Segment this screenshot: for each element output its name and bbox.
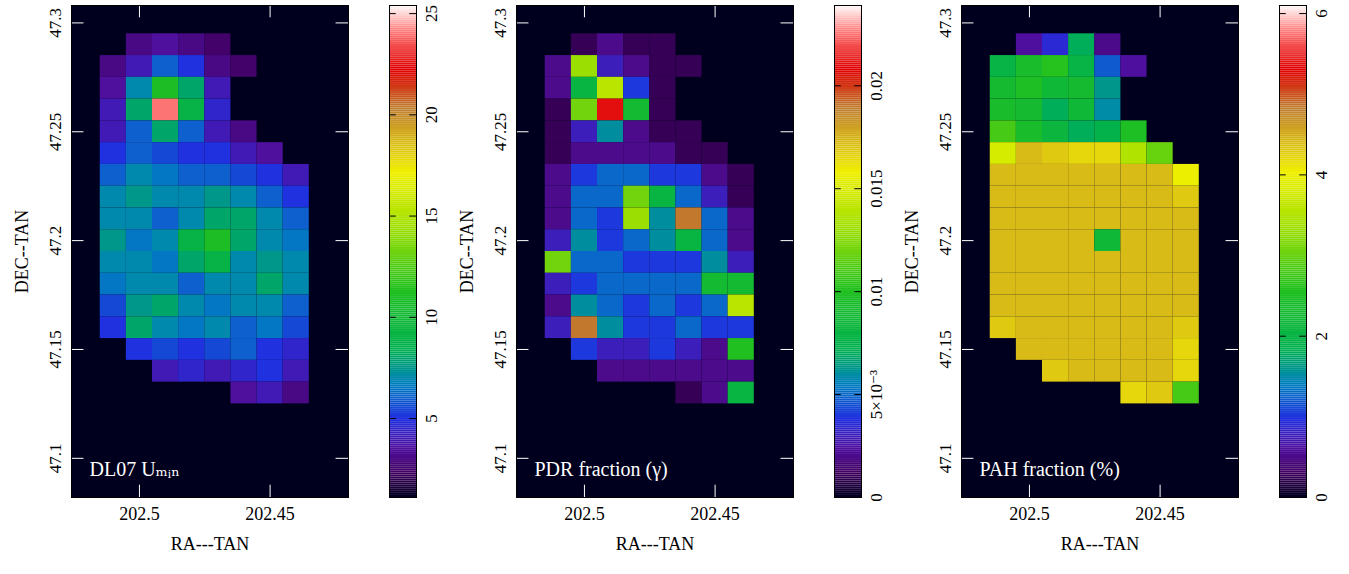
svg-text:202.5: 202.5 bbox=[564, 504, 605, 524]
svg-text:4: 4 bbox=[1312, 170, 1331, 179]
svg-text:5×10⁻³: 5×10⁻³ bbox=[867, 370, 886, 419]
svg-text:RA---TAN: RA---TAN bbox=[616, 534, 695, 554]
svg-text:47.2: 47.2 bbox=[936, 226, 955, 256]
svg-text:0.01: 0.01 bbox=[867, 277, 886, 307]
svg-text:47.25: 47.25 bbox=[936, 113, 955, 151]
svg-text:RA---TAN: RA---TAN bbox=[1061, 534, 1140, 554]
svg-text:202.5: 202.5 bbox=[1009, 504, 1050, 524]
svg-text:202.5: 202.5 bbox=[119, 504, 160, 524]
svg-text:DEC--TAN: DEC--TAN bbox=[457, 210, 477, 294]
svg-text:47.25: 47.25 bbox=[491, 113, 510, 151]
svg-text:RA---TAN: RA---TAN bbox=[171, 534, 250, 554]
svg-text:DEC--TAN: DEC--TAN bbox=[12, 210, 32, 294]
svg-text:47.1: 47.1 bbox=[46, 443, 65, 473]
svg-text:202.45: 202.45 bbox=[245, 504, 295, 524]
svg-text:47.1: 47.1 bbox=[491, 443, 510, 473]
svg-text:DEC--TAN: DEC--TAN bbox=[902, 210, 922, 294]
svg-text:47.15: 47.15 bbox=[936, 330, 955, 368]
svg-text:202.45: 202.45 bbox=[1135, 504, 1185, 524]
svg-text:47.3: 47.3 bbox=[936, 8, 955, 38]
svg-text:PDR fraction (γ): PDR fraction (γ) bbox=[535, 458, 668, 481]
svg-text:47.25: 47.25 bbox=[46, 113, 65, 151]
svg-text:202.45: 202.45 bbox=[690, 504, 740, 524]
svg-text:47.2: 47.2 bbox=[491, 226, 510, 256]
svg-text:0.015: 0.015 bbox=[867, 170, 886, 208]
svg-text:47.3: 47.3 bbox=[491, 8, 510, 38]
svg-text:0: 0 bbox=[1312, 493, 1331, 502]
svg-text:47.15: 47.15 bbox=[491, 330, 510, 368]
svg-text:47.2: 47.2 bbox=[46, 226, 65, 256]
svg-text:0.02: 0.02 bbox=[867, 71, 886, 101]
svg-text:PAH fraction (%): PAH fraction (%) bbox=[980, 458, 1120, 481]
svg-text:2: 2 bbox=[1312, 332, 1331, 341]
svg-text:6: 6 bbox=[1312, 9, 1331, 18]
svg-text:25: 25 bbox=[422, 5, 441, 22]
svg-text:47.15: 47.15 bbox=[46, 330, 65, 368]
svg-text:0: 0 bbox=[867, 493, 886, 502]
svg-text:DL07 Uₘᵢₙ: DL07 Uₘᵢₙ bbox=[90, 458, 180, 480]
svg-text:20: 20 bbox=[422, 106, 441, 123]
svg-text:10: 10 bbox=[422, 309, 441, 326]
svg-text:47.1: 47.1 bbox=[936, 443, 955, 473]
svg-text:47.3: 47.3 bbox=[46, 8, 65, 38]
svg-text:5: 5 bbox=[422, 414, 441, 423]
svg-text:15: 15 bbox=[422, 208, 441, 225]
